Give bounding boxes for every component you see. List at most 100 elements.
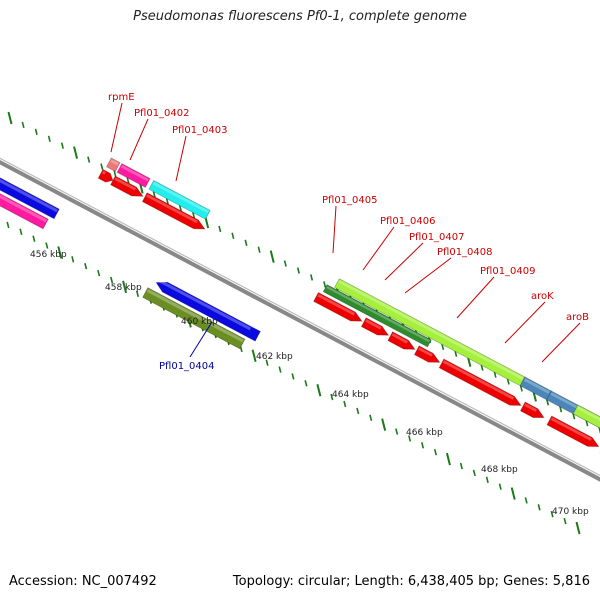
feature-pfl01-0403-upper — [148, 179, 211, 220]
feature-rpme-cds-shape — [97, 168, 114, 183]
tick-lower — [408, 435, 412, 442]
feature-pfl01-0402-cds-shape — [110, 175, 144, 197]
tick-upper — [506, 378, 510, 385]
tick-upper — [7, 111, 13, 125]
leader-arok — [504, 301, 546, 344]
feature-lime-region-gloss — [338, 280, 524, 380]
feature-blue-pfl01-0403 — [155, 278, 261, 342]
feature-pfl01-0405-cds — [313, 291, 363, 322]
map-title: Pseudomonas fluorescens Pf0-1, complete … — [133, 9, 467, 24]
feature-pfl01-0405-cds-shape — [313, 291, 363, 322]
feature-pfl01-0407-cds-gloss — [391, 333, 409, 344]
label-leader-lines — [110, 102, 581, 363]
tick-lower — [45, 242, 49, 249]
feature-pfl01-0409-cds-gloss — [442, 360, 515, 400]
feature-rpme-cds — [97, 168, 114, 183]
tick-upper — [231, 232, 235, 240]
tick-lower — [433, 449, 438, 456]
tick-lower — [563, 517, 567, 525]
tick-upper — [283, 260, 287, 267]
feature-magenta-left-gloss — [0, 180, 47, 223]
kbp-label: 460 kbp — [181, 317, 218, 327]
feature-lime-region — [334, 278, 526, 387]
tick-lower — [356, 407, 360, 415]
leader-pfl01_0407 — [384, 242, 424, 281]
tick-lower — [84, 263, 88, 270]
leader-pfl01_0405 — [332, 205, 337, 254]
feature-rpme-upper-gloss — [110, 159, 119, 166]
tick-lower — [57, 246, 63, 259]
gene-label-arob: aroB — [566, 312, 589, 323]
feature-blue-left — [0, 166, 60, 220]
topology-text: Topology: circular; Length: 6,438,405 bp… — [232, 574, 590, 589]
tick-upper — [519, 385, 523, 392]
feature-dark-green-region-gloss — [326, 286, 430, 343]
feature-pfl01-0406-cds-gloss — [365, 319, 382, 330]
feature-pfl01-0408-cds-gloss — [418, 347, 433, 357]
leader-pfl01_0409 — [456, 276, 495, 319]
feature-blue-left-gloss — [0, 168, 58, 213]
tick-lower — [343, 400, 347, 408]
feature-olive-pfl01-0404-gloss — [146, 288, 244, 343]
feature-lime-region-shape — [334, 278, 526, 387]
tick-lower — [32, 235, 36, 242]
feature-olive-pfl01-0404-shape — [142, 287, 246, 350]
feature-blue-left-shape — [0, 166, 60, 220]
feature-pfl01-0402-cds-gloss — [114, 177, 137, 191]
gene-label-pfl01_0407: Pfl01_0407 — [409, 232, 465, 243]
gene-label-pfl01_0405: Pfl01_0405 — [322, 195, 378, 206]
gene-label-pfl01_0402: Pfl01_0402 — [134, 108, 190, 119]
tick-lower — [6, 221, 10, 229]
tick-lower — [369, 414, 373, 421]
tick-lower — [472, 469, 476, 477]
tick-lower — [71, 256, 75, 263]
kbp-label: 458 kbp — [105, 283, 142, 293]
tick-lower — [304, 380, 308, 387]
tick-lower — [330, 393, 334, 401]
tick-lower — [537, 504, 541, 511]
tick-upper — [257, 246, 261, 253]
tick-upper — [269, 250, 275, 263]
tick-lower — [278, 366, 282, 373]
feature-olive-pfl01-0404 — [142, 287, 246, 350]
feature-pfl01-0403-cds — [141, 192, 206, 230]
kbp-label: 466 kbp — [406, 428, 443, 438]
leader-pfl01_0403 — [175, 135, 187, 182]
tick-upper — [47, 135, 51, 142]
feature-arok-cds-gloss — [524, 403, 538, 412]
tick-lower — [97, 269, 101, 277]
tick-upper — [100, 163, 104, 170]
tick-upper — [126, 177, 130, 184]
tick-lower — [381, 418, 387, 431]
feature-arob-lime — [572, 404, 600, 457]
tick-lower — [575, 521, 581, 535]
feature-arok-steel-gloss — [523, 378, 550, 394]
tick-upper — [113, 170, 117, 177]
tick-upper — [73, 146, 79, 159]
backbone-line — [0, 160, 600, 482]
feature-arok-steel-shape — [519, 376, 552, 401]
tick-upper — [218, 225, 222, 233]
tick-upper — [87, 156, 91, 163]
tick-upper — [21, 121, 25, 129]
leader-pfl01_0404 — [189, 321, 213, 358]
feature-pfl01-0403-cds-gloss — [146, 194, 198, 224]
feature-arob-lime-shape — [572, 404, 600, 457]
feature-rpme-cds-gloss — [101, 170, 106, 175]
tick-upper — [546, 399, 550, 406]
tick-lower — [421, 442, 425, 449]
feature-pfl01-0405-cds-gloss — [317, 293, 355, 316]
kbp-label: 462 kbp — [256, 352, 293, 362]
gene-label-pfl01_0408: Pfl01_0408 — [437, 247, 493, 258]
tick-lower — [110, 276, 114, 284]
kbp-labels: 456 kbp 458 kbp 460 kbp 462 kbp 464 kbp 466 k… — [30, 250, 589, 517]
gene-label-pfl01_0406: Pfl01_0406 — [380, 216, 436, 227]
feature-pfl01-0403-upper-shape — [148, 179, 211, 220]
gene-label-pfl01_0404: Pfl01_0404 — [159, 361, 215, 372]
feature-magenta-left-shape — [0, 178, 49, 230]
feature-pfl01-0402-upper — [116, 163, 151, 188]
tick-lower — [550, 511, 554, 518]
tick-lower — [485, 476, 489, 483]
tick-lower — [459, 462, 463, 470]
